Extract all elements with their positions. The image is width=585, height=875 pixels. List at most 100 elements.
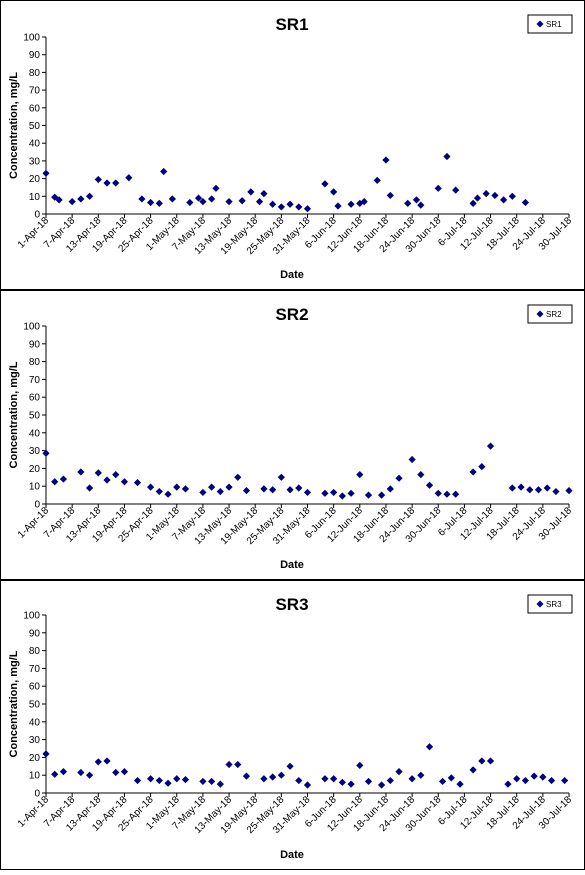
data-point: [234, 760, 242, 769]
data-point: [356, 471, 364, 479]
data-point: [513, 775, 521, 783]
data-point: [338, 492, 346, 500]
y-tick-label: 90: [29, 50, 41, 61]
y-tick-label: 0: [34, 210, 40, 221]
data-point: [434, 184, 442, 192]
chart-title: SR2: [275, 305, 308, 324]
data-point: [303, 205, 312, 213]
data-point: [147, 483, 155, 491]
data-point: [561, 776, 569, 785]
data-point: [194, 194, 203, 202]
legend-box: [527, 594, 573, 614]
data-point: [443, 152, 451, 161]
data-point: [347, 200, 355, 208]
y-tick-label: 60: [29, 393, 41, 404]
data-point: [330, 188, 338, 196]
data-point: [552, 487, 560, 496]
data-point: [469, 199, 477, 207]
data-point: [330, 488, 338, 497]
y-tick-label: 20: [29, 174, 41, 185]
data-point: [181, 776, 190, 784]
y-tick-label: 60: [29, 682, 41, 693]
data-point: [425, 743, 434, 751]
data-point: [543, 484, 551, 492]
data-point: [473, 194, 482, 202]
data-point: [377, 491, 386, 499]
data-point: [425, 481, 434, 489]
data-point: [225, 483, 233, 491]
data-point: [277, 203, 285, 211]
data-point: [199, 488, 207, 497]
data-point: [247, 188, 255, 196]
chart-panel: [0, 580, 585, 870]
data-point: [417, 771, 425, 779]
y-tick-label: 50: [29, 700, 41, 711]
data-point: [508, 192, 516, 200]
y-tick-label: 90: [29, 339, 41, 350]
data-point: [395, 768, 403, 776]
y-tick-label: 90: [29, 628, 41, 639]
y-tick-label: 50: [29, 411, 41, 422]
data-point: [417, 471, 425, 479]
data-point: [521, 198, 530, 207]
data-point: [234, 473, 242, 481]
chart-title: SR1: [275, 15, 308, 34]
data-point: [155, 199, 163, 207]
data-point: [447, 774, 455, 782]
data-point: [255, 198, 264, 206]
data-point: [125, 174, 133, 182]
data-point: [417, 201, 425, 209]
data-point: [295, 484, 303, 492]
y-tick-label: 0: [34, 789, 40, 800]
data-point: [103, 757, 111, 765]
data-point: [59, 475, 68, 483]
data-point: [356, 761, 364, 770]
data-point: [277, 771, 285, 779]
data-point: [225, 760, 233, 769]
data-point: [164, 779, 172, 787]
chart-title: SR3: [275, 595, 308, 614]
data-point: [482, 190, 490, 198]
data-point: [168, 195, 176, 203]
data-point: [242, 772, 251, 780]
data-point: [112, 471, 120, 479]
data-point: [138, 195, 146, 203]
data-point: [155, 776, 163, 785]
data-point: [55, 196, 63, 204]
data-point: [42, 169, 50, 177]
chart-panel: [0, 0, 585, 290]
data-point: [186, 198, 194, 207]
x-axis-label: Date: [280, 849, 304, 861]
data-point: [452, 490, 460, 498]
y-tick-label: 10: [29, 192, 41, 203]
data-point: [77, 195, 85, 203]
data-point: [334, 202, 342, 210]
data-point: [85, 771, 94, 779]
data-point: [321, 489, 329, 497]
data-point: [382, 156, 390, 164]
y-tick-label: 20: [29, 464, 41, 475]
data-point: [386, 191, 394, 200]
y-tick-label: 50: [29, 121, 41, 132]
legend-label: SR3: [546, 600, 562, 609]
y-tick-label: 10: [29, 771, 41, 782]
data-point: [412, 196, 421, 204]
data-point: [534, 486, 543, 494]
y-tick-label: 80: [29, 68, 41, 79]
data-point: [147, 198, 155, 207]
data-point: [42, 750, 50, 758]
data-point: [452, 186, 460, 194]
data-point: [59, 768, 68, 776]
data-point: [112, 179, 120, 187]
data-point: [242, 487, 251, 495]
data-point: [478, 757, 486, 765]
y-tick-label: 30: [29, 156, 41, 167]
data-point: [260, 190, 268, 198]
data-point: [199, 777, 207, 786]
data-point: [112, 768, 120, 777]
y-tick-label: 30: [29, 446, 41, 457]
y-axis-label: Concentration, mg/L: [8, 72, 20, 179]
data-point: [68, 198, 76, 206]
data-point: [526, 486, 534, 494]
